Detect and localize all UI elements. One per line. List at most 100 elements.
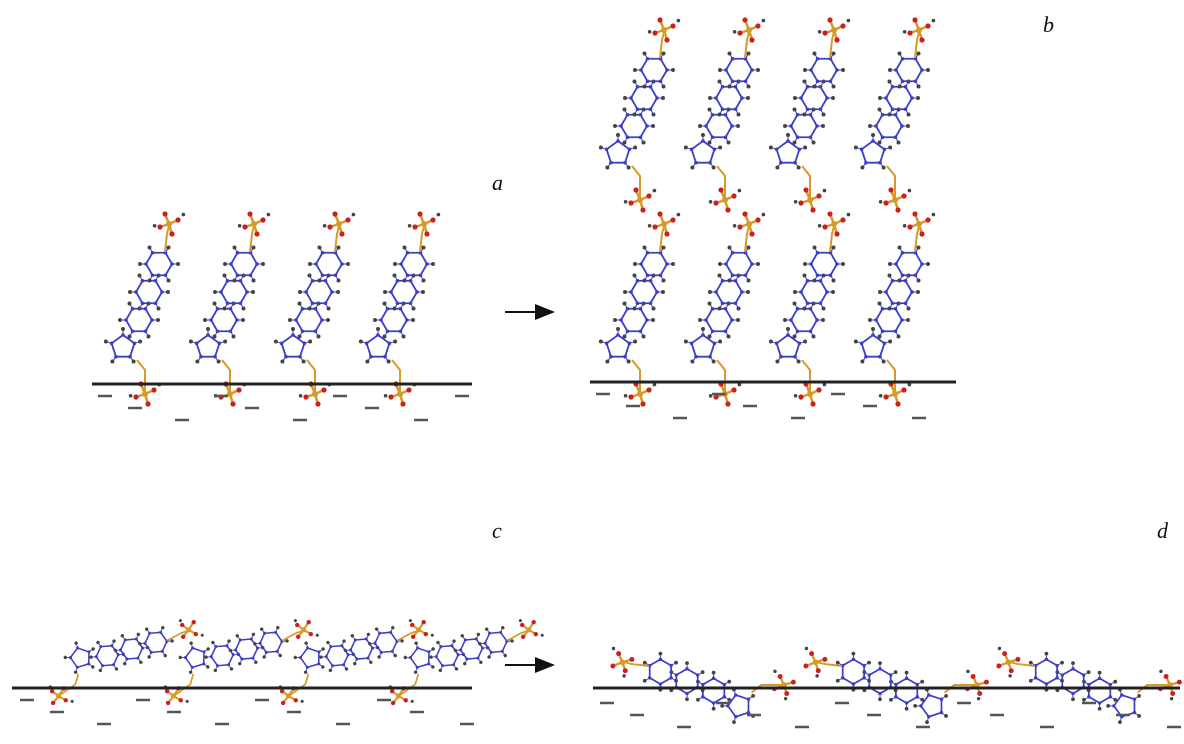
h-atom [671, 262, 675, 266]
o-atom [713, 394, 719, 400]
h-atom [342, 639, 346, 643]
bond-ring [379, 307, 409, 333]
panel-label: a [492, 170, 503, 195]
bond-ring [775, 139, 801, 164]
p-atom [301, 627, 307, 633]
bond-ring [399, 251, 429, 277]
o-atom [236, 387, 242, 393]
h-atom [622, 301, 627, 306]
h-atom [835, 660, 840, 665]
h-atom [63, 655, 68, 660]
h-atom [350, 634, 355, 638]
atom [797, 147, 802, 152]
h-atom [860, 359, 865, 364]
h-atom [605, 359, 610, 364]
atom [194, 341, 199, 346]
h-atom [623, 96, 627, 100]
h-atom [711, 359, 716, 364]
h-atom [211, 640, 215, 645]
h-atom [651, 318, 655, 322]
o-atom [784, 691, 790, 697]
h-atom [613, 124, 617, 128]
h-atom [727, 697, 732, 702]
h-atom [877, 107, 882, 112]
h-atom [897, 278, 902, 283]
h-atom [633, 68, 637, 72]
o-atom [737, 30, 743, 36]
h-atom [131, 359, 136, 364]
o-atom [919, 37, 925, 43]
h-atom [401, 334, 406, 339]
h-atom [188, 670, 193, 674]
o-atom [840, 23, 846, 29]
h-atom [906, 306, 911, 311]
molecule [610, 646, 796, 725]
bond [817, 661, 843, 667]
h-atom [206, 327, 210, 331]
h-atom [1028, 660, 1033, 665]
atom [851, 682, 856, 686]
h-atom [796, 165, 801, 170]
o-atom [169, 231, 175, 237]
o-atom [178, 698, 183, 703]
h-atom [707, 334, 712, 339]
atom [456, 653, 460, 657]
o-atom [247, 211, 253, 217]
atom [217, 341, 222, 346]
h-atom [877, 301, 882, 306]
o-atom [327, 224, 333, 230]
h-atom [976, 696, 981, 701]
h-atom [373, 318, 377, 322]
o-atom [165, 700, 171, 706]
bond [59, 673, 80, 696]
h-atom [792, 140, 797, 145]
h-atom [392, 273, 397, 278]
o-atom [907, 224, 913, 230]
p-atom [974, 682, 980, 688]
bond-ring [714, 279, 744, 305]
o-atom [260, 217, 266, 223]
bond-ring [704, 307, 734, 333]
h-atom [431, 665, 435, 669]
atom [859, 341, 864, 346]
h-atom [510, 639, 514, 643]
o-atom [640, 401, 646, 407]
h-atom [632, 306, 637, 311]
panel-label: d [1157, 518, 1169, 543]
h-atom [944, 714, 948, 718]
h-atom [454, 667, 459, 671]
o-atom [822, 224, 828, 230]
atom [302, 341, 307, 346]
h-atom [127, 301, 132, 306]
bond [164, 225, 170, 253]
p-atom [661, 27, 667, 33]
h-atom [1113, 679, 1118, 684]
bond-ring [304, 279, 334, 305]
h-atom [414, 641, 418, 645]
bond-ring [619, 113, 649, 139]
h-atom [89, 655, 93, 659]
h-atom [651, 306, 656, 311]
h-atom [811, 140, 816, 145]
h-atom [822, 188, 827, 193]
bond-ring [605, 139, 631, 164]
o-atom [308, 631, 314, 637]
h-atom [1028, 678, 1033, 683]
h-atom [1137, 693, 1141, 698]
h-atom [280, 359, 285, 364]
bond-ring [409, 647, 430, 669]
o-atom [280, 700, 286, 706]
h-atom [346, 262, 350, 266]
o-atom [417, 211, 423, 217]
o-atom [1008, 668, 1014, 674]
h-atom [195, 359, 200, 364]
h-atom [746, 84, 751, 89]
o-atom [652, 30, 658, 36]
h-atom [152, 224, 157, 228]
h-atom [997, 646, 1002, 651]
o-atom [423, 631, 429, 637]
o-atom [996, 663, 1002, 669]
h-atom [821, 124, 825, 128]
